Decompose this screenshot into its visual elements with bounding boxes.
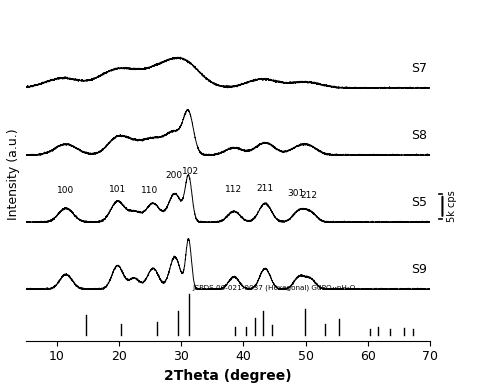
X-axis label: 2Theta (degree): 2Theta (degree) xyxy=(164,369,292,383)
Text: 110: 110 xyxy=(142,186,158,195)
Text: S5: S5 xyxy=(411,196,427,209)
Text: 101: 101 xyxy=(109,185,126,194)
Text: 100: 100 xyxy=(58,186,74,195)
Text: S7: S7 xyxy=(411,62,427,75)
Text: JCPDS 00-021-0037 (Hexagonal) GdPO₄·nH₂O: JCPDS 00-021-0037 (Hexagonal) GdPO₄·nH₂O xyxy=(192,285,356,291)
Text: S8: S8 xyxy=(411,129,427,142)
Y-axis label: Intensity (a.u.): Intensity (a.u.) xyxy=(7,128,20,220)
Text: 102: 102 xyxy=(182,167,199,176)
Text: 5k cps: 5k cps xyxy=(448,190,458,222)
Text: 212: 212 xyxy=(300,191,317,200)
Text: 301: 301 xyxy=(288,188,305,197)
Text: S9: S9 xyxy=(411,263,427,276)
Text: 211: 211 xyxy=(256,184,274,193)
Text: 200: 200 xyxy=(165,171,182,180)
Text: 112: 112 xyxy=(226,185,242,194)
